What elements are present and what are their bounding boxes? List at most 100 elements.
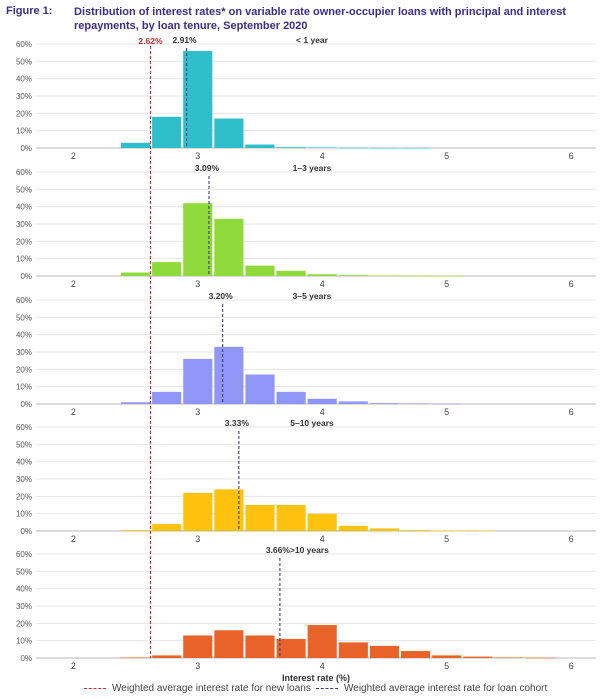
bar — [401, 147, 431, 149]
bar — [432, 530, 462, 532]
bar — [525, 657, 555, 659]
x-tick-label: 2 — [71, 534, 76, 544]
cohort-average-label: 3.66% — [266, 545, 291, 555]
legend: Weighted average interest rate for new l… — [0, 683, 602, 697]
bar — [152, 655, 182, 658]
x-tick-label: 2 — [71, 279, 76, 289]
bar — [432, 275, 462, 277]
bar — [338, 642, 368, 658]
x-tick-label: 5 — [444, 407, 449, 417]
y-tick-label: 10% — [16, 510, 32, 519]
bar — [214, 346, 244, 404]
x-tick-label: 6 — [569, 151, 574, 161]
y-tick-label: 20% — [16, 619, 32, 628]
bar — [152, 391, 182, 404]
bar — [463, 530, 493, 532]
bar — [369, 528, 399, 531]
bar — [152, 262, 182, 276]
bar — [214, 118, 244, 148]
bar — [432, 655, 462, 658]
cohort-average-label: 3.33% — [225, 418, 250, 428]
legend-swatch-new-loans — [84, 688, 106, 689]
bar — [463, 656, 493, 658]
legend-label-new-loans: Weighted average interest rate for new l… — [112, 683, 311, 694]
y-tick-label: 60% — [16, 423, 32, 432]
x-tick-label: 4 — [320, 279, 325, 289]
cohort-average-label: 3.20% — [209, 291, 234, 301]
y-tick-label: 40% — [16, 75, 32, 84]
bar — [214, 489, 244, 531]
bar — [307, 513, 337, 531]
y-tick-label: 10% — [16, 637, 32, 646]
x-tick-label: 2 — [71, 407, 76, 417]
y-tick-label: 30% — [16, 92, 32, 101]
y-tick-label: 50% — [16, 567, 32, 576]
y-tick-label: 0% — [20, 272, 32, 281]
y-tick-label: 40% — [16, 585, 32, 594]
bar — [401, 651, 431, 658]
bar — [121, 272, 151, 276]
y-tick-label: 10% — [16, 255, 32, 264]
bar — [276, 505, 306, 531]
bar — [276, 270, 306, 276]
y-tick-label: 20% — [16, 237, 32, 246]
y-tick-label: 30% — [16, 602, 32, 611]
y-tick-label: 60% — [16, 40, 32, 49]
x-tick-label: 6 — [569, 407, 574, 417]
bar — [121, 142, 151, 148]
legend-item-cohort: Weighted average interest rate for loan … — [316, 683, 547, 694]
y-tick-label: 30% — [16, 348, 32, 357]
bar — [369, 403, 399, 404]
y-tick-label: 30% — [16, 220, 32, 229]
y-tick-label: 0% — [20, 527, 32, 536]
bar — [245, 144, 275, 148]
bar — [121, 402, 151, 404]
y-tick-label: 20% — [16, 365, 32, 374]
x-tick-label: 3 — [195, 661, 200, 671]
cohort-average-label: 3.09% — [195, 163, 220, 173]
bar — [245, 265, 275, 276]
y-tick-label: 50% — [16, 313, 32, 322]
bar — [307, 147, 337, 149]
cohort-average-label: 2.91% — [173, 35, 198, 45]
bar — [183, 635, 213, 658]
bar — [152, 116, 182, 148]
y-tick-label: 20% — [16, 492, 32, 501]
bar — [276, 638, 306, 658]
x-tick-label: 6 — [569, 661, 574, 671]
x-tick-label: 6 — [569, 279, 574, 289]
bar — [245, 374, 275, 404]
y-tick-label: 40% — [16, 331, 32, 340]
bar — [214, 630, 244, 658]
bar — [338, 147, 368, 149]
x-tick-label: 5 — [444, 534, 449, 544]
bar — [494, 657, 524, 659]
bar — [338, 525, 368, 531]
bar — [183, 203, 213, 276]
bar — [214, 218, 244, 276]
bar — [245, 635, 275, 658]
legend-item-new-loans: Weighted average interest rate for new l… — [84, 683, 311, 694]
x-tick-label: 4 — [320, 534, 325, 544]
panel-title: 3–5 years — [293, 291, 332, 301]
bar — [338, 275, 368, 276]
x-tick-label: 6 — [569, 534, 574, 544]
bar — [401, 530, 431, 531]
bar — [401, 403, 431, 405]
bar — [307, 398, 337, 404]
panel-title: 5–10 years — [290, 418, 334, 428]
x-tick-label: 3 — [195, 151, 200, 161]
y-tick-label: 40% — [16, 458, 32, 467]
legend-label-cohort: Weighted average interest rate for loan … — [344, 683, 548, 694]
bar — [276, 391, 306, 404]
panel-title: 1–3 years — [293, 163, 332, 173]
y-tick-label: 60% — [16, 296, 32, 305]
bar — [307, 274, 337, 276]
bar — [183, 492, 213, 531]
bar — [183, 358, 213, 404]
figure-label: Figure 1: — [6, 5, 53, 17]
y-tick-label: 0% — [20, 400, 32, 409]
legend-swatch-cohort — [316, 688, 338, 689]
bar — [307, 625, 337, 658]
